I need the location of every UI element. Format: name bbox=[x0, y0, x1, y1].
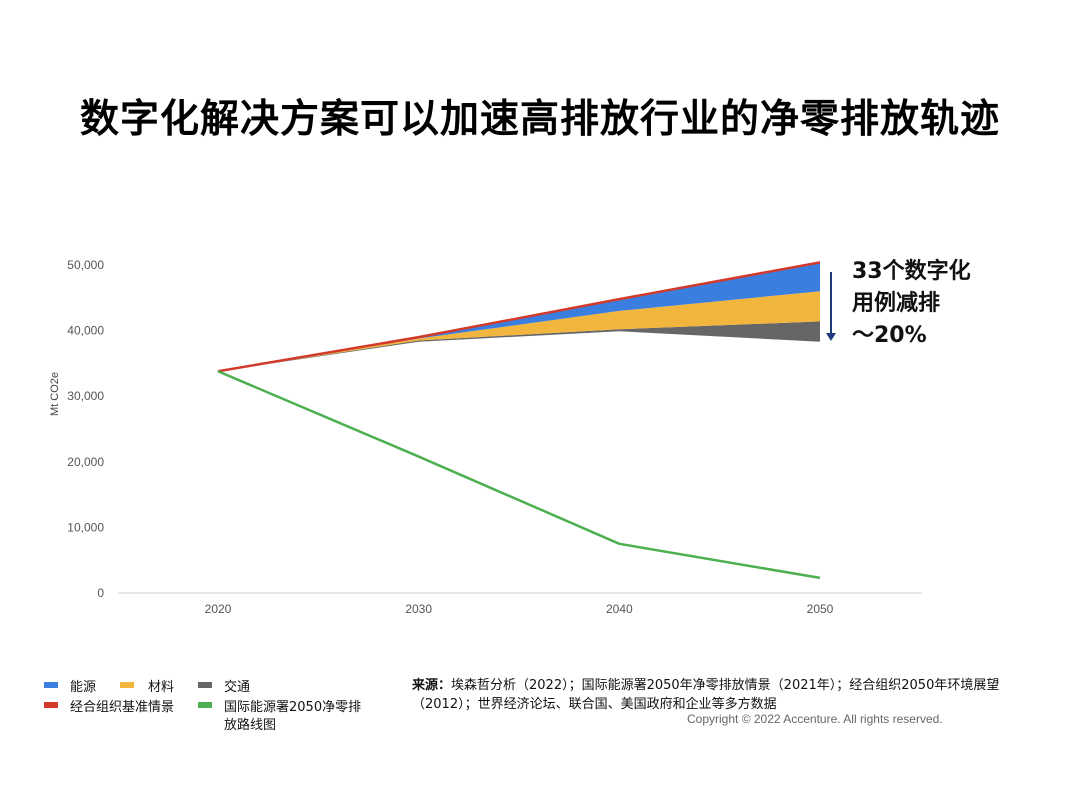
legend-swatch-iea bbox=[198, 702, 212, 708]
page-title: 数字化解决方案可以加速高排放行业的净零排放轨迹 bbox=[79, 97, 1000, 142]
reduction-annotation: 33个数字化 用例减排 ～20% bbox=[852, 256, 971, 352]
annotation-line-2: 用例减排 bbox=[852, 291, 941, 316]
y-tick-label: 40,000 bbox=[67, 324, 104, 338]
legend-label-materials: 材料 bbox=[148, 680, 175, 695]
x-ticks: 2020 2030 2040 2050 bbox=[205, 602, 834, 616]
legend-swatch-oecd bbox=[44, 702, 58, 708]
legend-label-transport: 交通 bbox=[224, 680, 251, 695]
annotation-line-1: 33个数字化 bbox=[852, 259, 971, 284]
source-note: 来源：埃森哲分析（2022）；国际能源署2050年净零排放情景（2021年）；经… bbox=[412, 676, 1012, 714]
x-tick-label: 2040 bbox=[606, 602, 633, 616]
line-oecd-baseline bbox=[217, 261, 821, 373]
series-lines bbox=[217, 261, 821, 580]
legend-label-iea: 国际能源署2050净零排 bbox=[224, 700, 362, 715]
copyright: Copyright © 2022 Accenture. All rights r… bbox=[687, 712, 943, 726]
legend-swatch-energy bbox=[44, 682, 58, 688]
y-tick-label: 10,000 bbox=[67, 520, 104, 534]
y-tick-label: 30,000 bbox=[67, 389, 104, 403]
legend-label-oecd: 经合组织基准情景 bbox=[70, 700, 175, 715]
y-tick-label: 50,000 bbox=[67, 258, 104, 272]
legend-swatch-transport bbox=[198, 682, 212, 688]
x-tick-label: 2030 bbox=[405, 602, 432, 616]
legend-swatch-materials bbox=[120, 682, 134, 688]
legend-label-energy: 能源 bbox=[70, 680, 97, 695]
source-label: 来源： bbox=[412, 678, 452, 693]
y-ticks: 0 10,000 20,000 30,000 40,000 50,000 bbox=[67, 258, 104, 600]
legend-label-iea-cont: 放路线图 bbox=[224, 718, 277, 733]
reduction-arrow bbox=[826, 272, 836, 341]
annotation-line-3: ～20% bbox=[852, 323, 927, 348]
x-tick-label: 2020 bbox=[205, 602, 232, 616]
reduction-areas bbox=[218, 262, 820, 372]
x-tick-label: 2050 bbox=[807, 602, 834, 616]
area-交通 bbox=[218, 321, 820, 372]
y-tick-label: 20,000 bbox=[67, 455, 104, 469]
line-iea-nze bbox=[217, 370, 821, 580]
source-text: 埃森哲分析（2022）；国际能源署2050年净零排放情景（2021年）；经合组织… bbox=[412, 678, 1000, 712]
y-axis-label: Mt CO2e bbox=[49, 372, 61, 416]
area-材料 bbox=[218, 291, 820, 372]
y-tick-label: 0 bbox=[97, 586, 104, 600]
